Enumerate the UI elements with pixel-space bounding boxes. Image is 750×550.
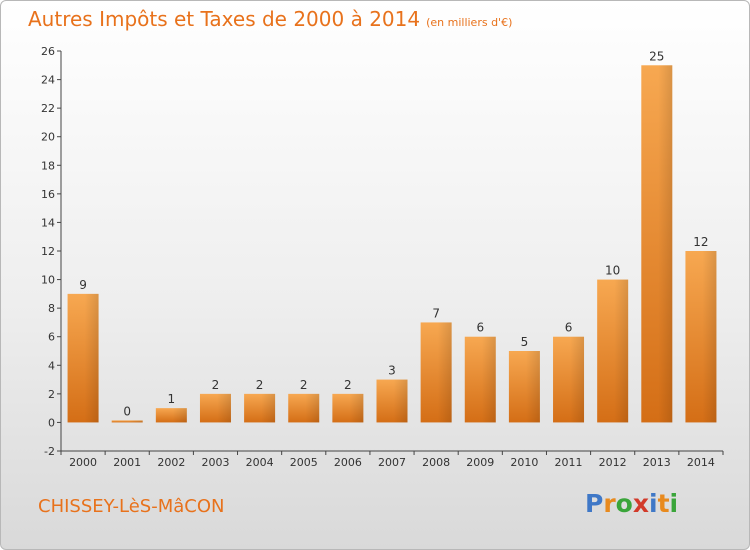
y-tick-label: 4 <box>48 359 55 372</box>
commune-name: CHISSEY-LèS-MâCON <box>38 496 225 517</box>
y-tick-label: 6 <box>48 331 55 344</box>
bar-shade <box>128 420 143 423</box>
bar-shade <box>525 351 540 423</box>
y-tick-label: 10 <box>41 274 55 287</box>
x-tick-label: 2009 <box>466 456 494 469</box>
bar-shade <box>702 251 717 423</box>
bar-value-label: 12 <box>693 235 708 249</box>
bar-shade <box>305 393 320 423</box>
bar-value-label: 2 <box>300 378 308 392</box>
bar-shade <box>172 408 187 423</box>
y-tick-label: 16 <box>41 188 55 201</box>
bar-value-label: 9 <box>79 278 87 292</box>
chart-bars <box>67 65 717 423</box>
bar-value-label: 6 <box>565 321 573 335</box>
x-tick-label: 2006 <box>334 456 362 469</box>
x-tick-label: 2012 <box>599 456 627 469</box>
logo-letter: x <box>632 489 649 518</box>
x-tick-label: 2014 <box>687 456 715 469</box>
y-tick-label: 2 <box>48 388 55 401</box>
bar-value-label: 5 <box>521 335 529 349</box>
bar-shade <box>261 393 276 423</box>
bar-value-label: 0 <box>123 404 131 418</box>
x-tick-label: 2001 <box>113 456 141 469</box>
bar-shade <box>393 379 408 423</box>
y-tick-label: 18 <box>41 159 55 172</box>
bar-shade <box>570 336 585 423</box>
proxiti-logo: Proxiti <box>585 489 678 518</box>
y-tick-label: 8 <box>48 302 55 315</box>
x-tick-label: 2010 <box>510 456 538 469</box>
chart-title-text: Autres Impôts et Taxes de 2000 à 2014 <box>28 7 421 31</box>
bar-shade <box>658 65 673 423</box>
bar-value-label: 1 <box>168 392 176 406</box>
y-tick-label: 24 <box>41 74 55 87</box>
bar-value-label: 2 <box>344 378 352 392</box>
chart-title: Autres Impôts et Taxes de 2000 à 2014 (en… <box>28 7 512 31</box>
bar-value-label: 7 <box>432 306 440 320</box>
x-tick-label: 2000 <box>69 456 97 469</box>
logo-letter: t <box>657 489 670 518</box>
bar-value-label: 6 <box>476 321 484 335</box>
x-tick-label: 2007 <box>378 456 406 469</box>
bar <box>111 420 143 423</box>
y-tick-label: 20 <box>41 131 55 144</box>
y-tick-label: -2 <box>44 445 55 458</box>
x-tick-label: 2004 <box>246 456 274 469</box>
bar-value-label: 25 <box>649 49 664 63</box>
x-tick-label: 2008 <box>422 456 450 469</box>
chart-subtitle: (en milliers d'€) <box>426 16 513 29</box>
logo-letter: o <box>615 489 633 518</box>
y-tick-label: 26 <box>41 45 55 58</box>
x-tick-label: 2002 <box>157 456 185 469</box>
bar-shade <box>349 393 364 423</box>
bar-shade <box>217 393 231 423</box>
bar-shade <box>614 279 629 423</box>
x-tick-label: 2011 <box>555 456 583 469</box>
x-tick-label: 2003 <box>201 456 229 469</box>
x-tick-label: 2013 <box>643 456 671 469</box>
y-tick-label: 12 <box>41 245 55 258</box>
bar-value-label: 3 <box>388 364 396 378</box>
x-tick-label: 2005 <box>290 456 318 469</box>
y-tick-label: 0 <box>48 416 55 429</box>
logo-letter: i <box>649 489 658 518</box>
bar-shade <box>437 322 452 423</box>
y-tick-label: 14 <box>41 216 55 229</box>
logo-letter: P <box>585 489 604 518</box>
bar-value-label: 10 <box>605 264 620 278</box>
y-tick-label: 22 <box>41 102 55 115</box>
logo-letter: r <box>603 489 616 518</box>
bar-shade <box>84 293 99 423</box>
bar-shade <box>481 336 496 423</box>
bar-value-label: 2 <box>256 378 264 392</box>
bar-value-label: 2 <box>212 378 220 392</box>
logo-letter: i <box>669 489 679 518</box>
